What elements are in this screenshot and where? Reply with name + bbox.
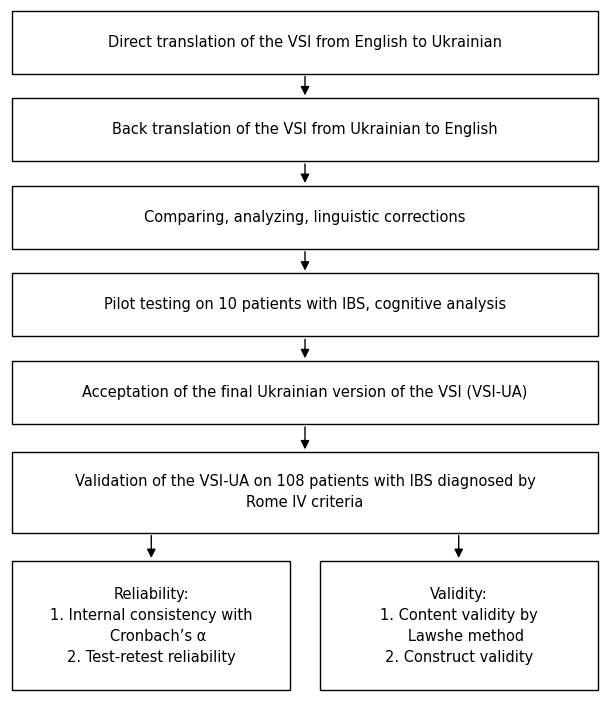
Bar [320, 561, 598, 690]
Bar [12, 452, 598, 533]
Text: Comparing, analyzing, linguistic corrections: Comparing, analyzing, linguistic correct… [144, 210, 466, 225]
Text: Direct translation of the VSI from English to Ukrainian: Direct translation of the VSI from Engli… [108, 34, 502, 50]
Text: Back translation of the VSI from Ukrainian to English: Back translation of the VSI from Ukraini… [112, 122, 498, 137]
Bar [12, 361, 598, 424]
Bar [12, 186, 598, 249]
Bar [12, 273, 598, 336]
Bar [12, 98, 598, 161]
Text: Acceptation of the final Ukrainian version of the VSI (VSI-UA): Acceptation of the final Ukrainian versi… [82, 385, 528, 400]
Text: Validity:
1. Content validity by
   Lawshe method
2. Construct validity: Validity: 1. Content validity by Lawshe … [380, 587, 538, 665]
Text: Reliability:
1. Internal consistency with
   Cronbach’s α
2. Test-retest reliabi: Reliability: 1. Internal consistency wit… [50, 587, 252, 665]
Bar [12, 11, 598, 74]
Text: Pilot testing on 10 patients with IBS, cognitive analysis: Pilot testing on 10 patients with IBS, c… [104, 297, 506, 313]
Text: Validation of the VSI-UA on 108 patients with IBS diagnosed by
Rome IV criteria: Validation of the VSI-UA on 108 patients… [74, 475, 536, 510]
Bar [12, 561, 290, 690]
